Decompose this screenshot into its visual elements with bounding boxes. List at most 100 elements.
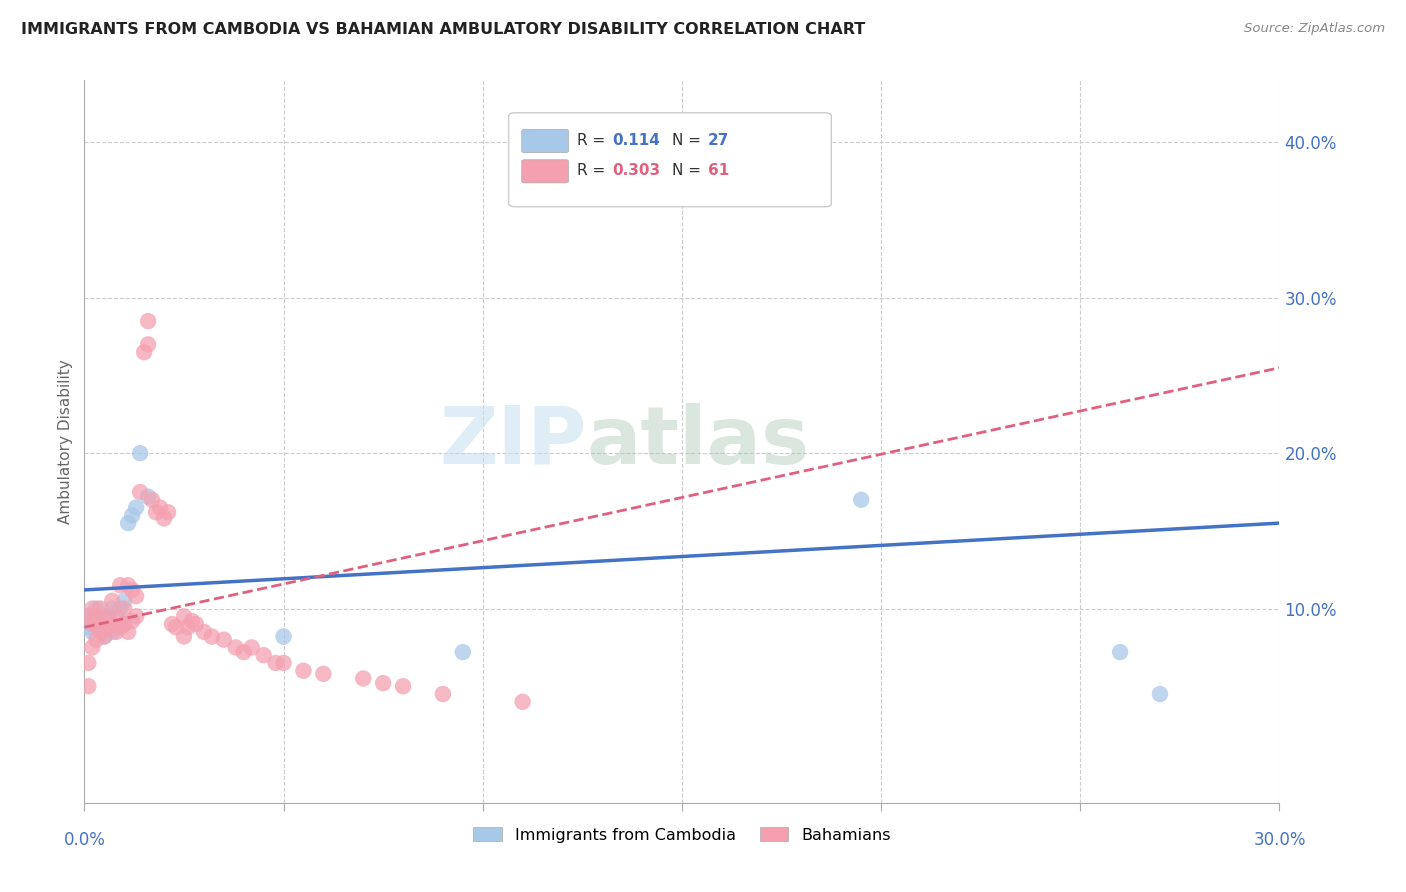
Point: [136, 337, 159, 351]
FancyBboxPatch shape: [522, 160, 568, 183]
Point: [89, 609, 111, 624]
Text: Source: ZipAtlas.com: Source: ZipAtlas.com: [1244, 22, 1385, 36]
Point: [97, 609, 120, 624]
Point: [125, 609, 148, 624]
FancyBboxPatch shape: [509, 112, 831, 207]
Point: [93, 630, 115, 644]
Point: [77, 609, 100, 624]
Point: [157, 505, 180, 519]
Point: [173, 609, 195, 624]
Point: [101, 624, 124, 639]
Text: 0.303: 0.303: [613, 163, 661, 178]
Point: [82, 624, 104, 639]
Text: 0.0%: 0.0%: [63, 830, 105, 849]
Point: [373, 676, 395, 690]
Point: [105, 624, 128, 639]
Text: 61: 61: [709, 163, 730, 178]
Point: [512, 695, 534, 709]
Point: [77, 656, 100, 670]
Text: 0.114: 0.114: [613, 134, 661, 148]
Point: [117, 578, 139, 592]
Point: [432, 687, 454, 701]
Point: [136, 490, 159, 504]
Point: [86, 617, 108, 632]
Point: [97, 620, 120, 634]
Point: [273, 656, 295, 670]
Point: [201, 630, 224, 644]
Point: [86, 601, 108, 615]
Point: [89, 601, 111, 615]
Point: [89, 620, 111, 634]
Point: [112, 601, 135, 615]
Point: [173, 630, 195, 644]
Point: [125, 500, 148, 515]
Point: [181, 614, 204, 628]
Point: [177, 620, 200, 634]
Text: N =: N =: [672, 134, 702, 148]
Point: [264, 656, 287, 670]
Point: [121, 582, 143, 597]
Point: [292, 664, 315, 678]
Point: [110, 601, 132, 615]
Point: [312, 666, 335, 681]
Point: [117, 624, 139, 639]
Point: [193, 624, 215, 639]
Text: atlas: atlas: [586, 402, 810, 481]
Point: [136, 314, 159, 328]
Point: [82, 640, 104, 655]
Point: [97, 609, 120, 624]
Point: [112, 617, 135, 632]
Point: [86, 617, 108, 632]
Point: [225, 640, 247, 655]
Point: [77, 679, 100, 693]
Point: [86, 632, 108, 647]
Point: [105, 620, 128, 634]
Point: [86, 609, 108, 624]
Point: [392, 679, 415, 693]
Point: [149, 500, 172, 515]
Point: [93, 617, 115, 632]
Point: [184, 617, 207, 632]
Y-axis label: Ambulatory Disability: Ambulatory Disability: [58, 359, 73, 524]
Point: [129, 446, 152, 460]
Text: 30.0%: 30.0%: [1253, 830, 1306, 849]
Text: IMMIGRANTS FROM CAMBODIA VS BAHAMIAN AMBULATORY DISABILITY CORRELATION CHART: IMMIGRANTS FROM CAMBODIA VS BAHAMIAN AMB…: [21, 22, 865, 37]
Point: [160, 617, 183, 632]
Point: [232, 645, 254, 659]
Point: [153, 511, 176, 525]
FancyBboxPatch shape: [522, 129, 568, 153]
Point: [352, 672, 374, 686]
Point: [145, 505, 167, 519]
Point: [212, 632, 235, 647]
Point: [165, 620, 187, 634]
Point: [101, 601, 124, 615]
Point: [1149, 687, 1171, 701]
Point: [101, 617, 124, 632]
Point: [110, 578, 132, 592]
Point: [110, 620, 132, 634]
Point: [77, 620, 100, 634]
Point: [112, 594, 135, 608]
Point: [141, 492, 163, 507]
Point: [77, 609, 100, 624]
Point: [82, 617, 104, 632]
Text: ZIP: ZIP: [439, 402, 586, 481]
Point: [851, 492, 873, 507]
Point: [117, 516, 139, 530]
Point: [105, 609, 128, 624]
Text: R =: R =: [576, 134, 610, 148]
Point: [1109, 645, 1132, 659]
Point: [121, 508, 143, 523]
Point: [89, 624, 111, 639]
Point: [82, 614, 104, 628]
Legend: Immigrants from Cambodia, Bahamians: Immigrants from Cambodia, Bahamians: [467, 821, 897, 849]
Point: [125, 589, 148, 603]
Point: [451, 645, 474, 659]
Text: N =: N =: [672, 163, 702, 178]
Text: 27: 27: [709, 134, 730, 148]
Point: [253, 648, 276, 663]
Text: R =: R =: [576, 163, 610, 178]
Point: [129, 485, 152, 500]
Point: [93, 630, 115, 644]
Point: [273, 630, 295, 644]
